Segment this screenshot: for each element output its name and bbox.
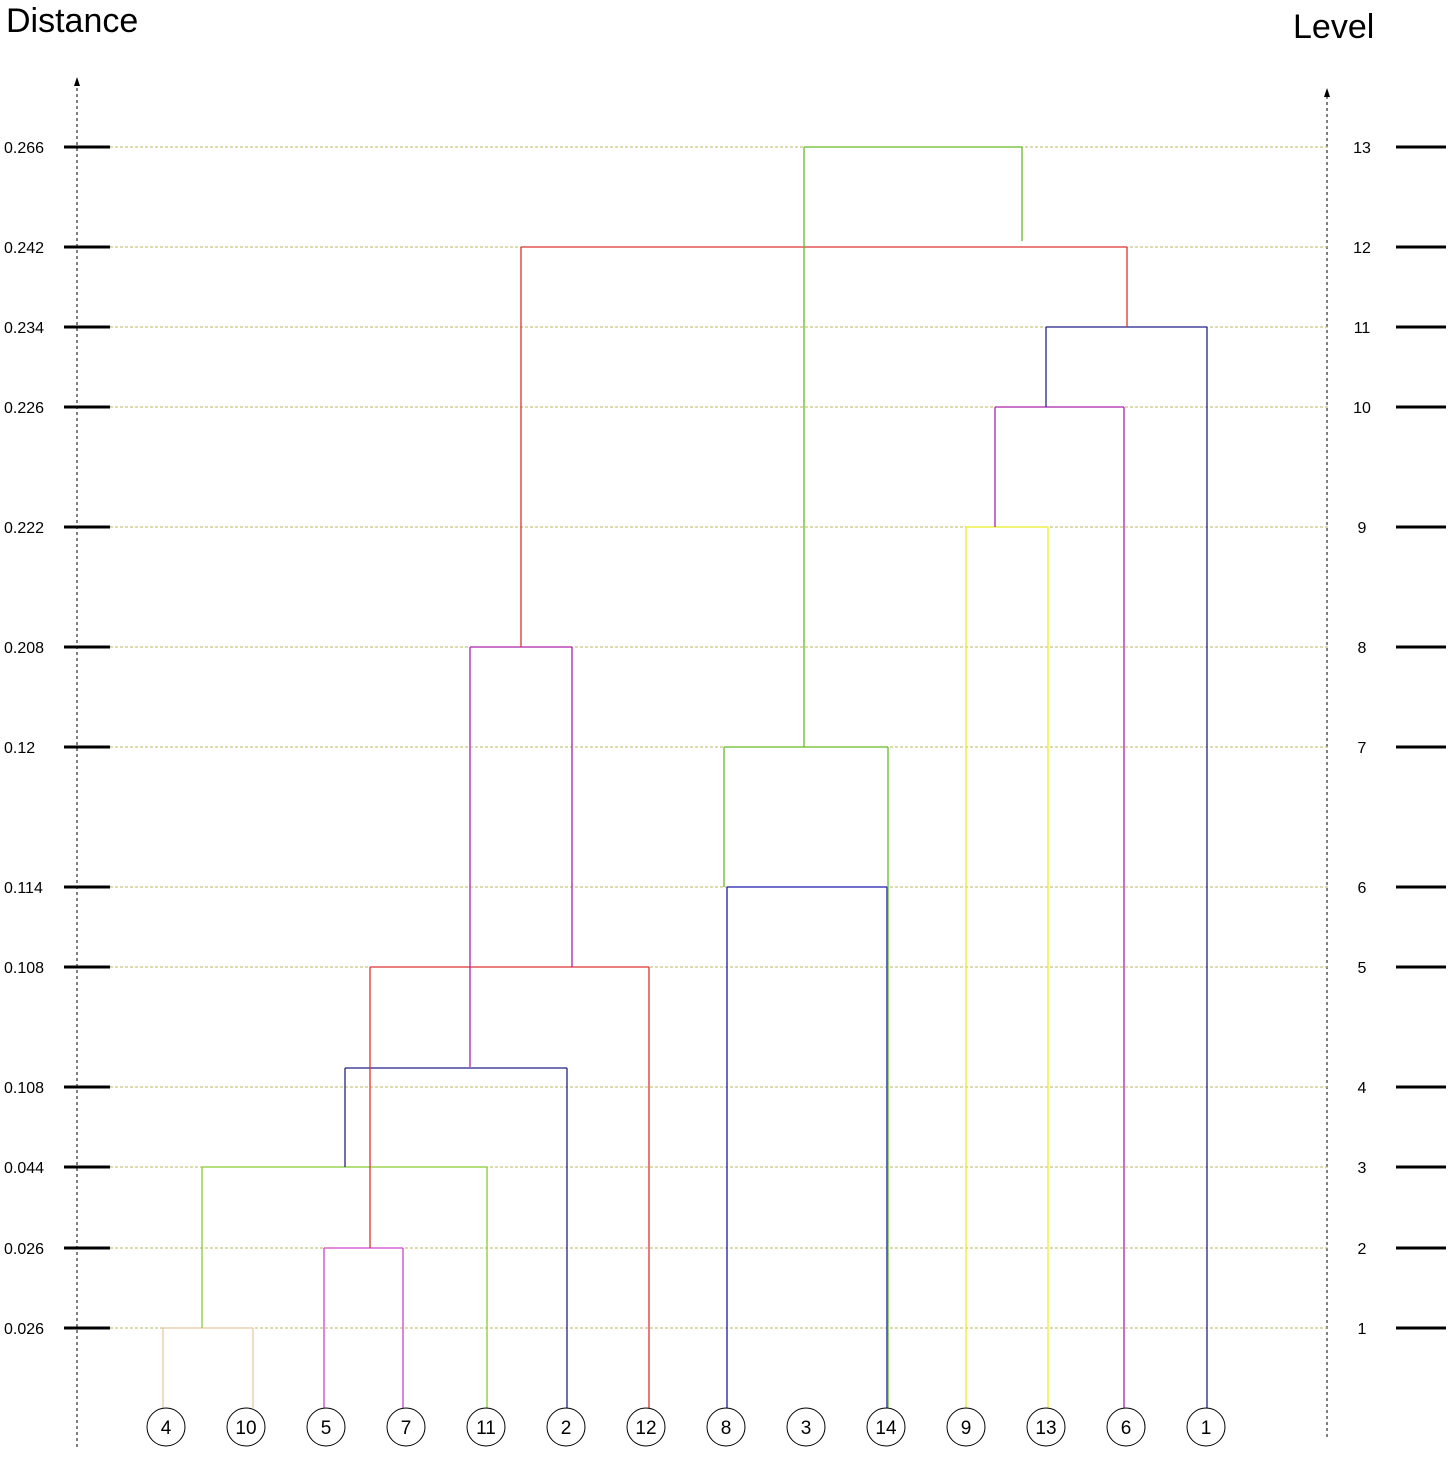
level-tick-label: 5 <box>1358 960 1367 977</box>
leaf-node-6 <box>1106 1407 1146 1447</box>
leaf-node-14 <box>866 1407 906 1447</box>
distance-tick-label: 0.044 <box>4 1160 44 1177</box>
leaf-node-11 <box>466 1407 506 1447</box>
level-axis-title: Level <box>1293 8 1375 46</box>
level-tick-label: 3 <box>1358 1160 1367 1177</box>
level-tick-label: 11 <box>1354 320 1371 337</box>
distance-tick-label: 0.222 <box>4 520 44 537</box>
leaf-label-10: 10 <box>235 1418 256 1439</box>
distance-tick-label: 0.208 <box>4 640 44 657</box>
dendrogram-links <box>162 146 1208 1408</box>
merge-level-5 <box>369 966 650 1408</box>
level-tick-label: 13 <box>1353 140 1371 157</box>
leaf-node-12 <box>626 1407 666 1447</box>
leaf-label-6: 6 <box>1121 1418 1132 1439</box>
level-tick-label: 2 <box>1358 1241 1367 1258</box>
distance-tick-label: 0.108 <box>4 1080 44 1097</box>
merge-level-6 <box>726 886 888 1408</box>
level-tick-label: 4 <box>1358 1080 1367 1097</box>
gridlines <box>110 146 1330 1329</box>
merge-level-8 <box>469 646 573 1067</box>
leaf-label-7: 7 <box>401 1418 412 1439</box>
distance-tick-label: 0.026 <box>4 1321 44 1338</box>
distance-tick-label: 0.12 <box>4 740 35 757</box>
leaf-label-9: 9 <box>961 1418 972 1439</box>
leaf-node-4 <box>146 1407 186 1447</box>
leaf-label-13: 13 <box>1035 1418 1056 1439</box>
leaf-label-4: 4 <box>161 1418 172 1439</box>
leaf-label-5: 5 <box>321 1418 332 1439</box>
leaf-node-3 <box>786 1407 826 1447</box>
level-tick-label: 12 <box>1353 240 1371 257</box>
distance-tick-label: 0.242 <box>4 240 44 257</box>
leaf-node-1 <box>1186 1407 1226 1447</box>
leaf-node-10 <box>226 1407 266 1447</box>
merge-level-13 <box>803 146 1023 747</box>
distance-tick-label: 0.114 <box>4 880 43 897</box>
merge-level-10 <box>994 406 1125 1408</box>
merge-level-12 <box>520 246 1128 647</box>
distance-tick-label: 0.234 <box>4 320 44 337</box>
leaf-label-12: 12 <box>635 1418 656 1439</box>
leaf-label-11: 11 <box>476 1418 496 1439</box>
merge-level-3 <box>201 1166 488 1408</box>
distance-axis-arrow <box>74 77 80 86</box>
leaf-node-7 <box>386 1407 426 1447</box>
level-tick-label: 10 <box>1353 400 1371 417</box>
merge-level-7 <box>723 746 889 1408</box>
leaf-label-14: 14 <box>875 1418 897 1439</box>
leaf-label-8: 8 <box>721 1418 732 1439</box>
distance-tick-label: 0.026 <box>4 1241 44 1258</box>
leaf-label-1: 1 <box>1201 1418 1212 1439</box>
merge-level-2 <box>323 1247 404 1408</box>
level-tick-label: 8 <box>1358 640 1367 657</box>
distance-tick-label: 0.108 <box>4 960 44 977</box>
distance-axis-title: Distance <box>6 2 139 40</box>
leaf-node-2 <box>546 1407 586 1447</box>
axis-ticks: 0.026 1 0.026 2 0.044 3 0.108 4 0.108 5 0.114 6 0.12… <box>4 140 1446 1338</box>
leaf-node-5 <box>306 1407 346 1447</box>
level-tick-label: 6 <box>1358 880 1367 897</box>
level-tick-label: 7 <box>1358 740 1367 757</box>
level-tick-label: 1 <box>1358 1321 1367 1338</box>
leaf-nodes: 4 10 5 7 11 2 12 8 3 14 9 13 6 1 <box>146 1407 1226 1447</box>
level-tick-label: 9 <box>1358 520 1367 537</box>
distance-tick-label: 0.226 <box>4 400 44 417</box>
leaf-node-9 <box>946 1407 986 1447</box>
merge-level-1 <box>162 1327 254 1408</box>
leaf-label-3: 3 <box>801 1418 812 1439</box>
level-axis-arrow <box>1324 88 1330 97</box>
merge-level-11 <box>1045 326 1208 1408</box>
leaf-label-2: 2 <box>561 1418 572 1439</box>
leaf-node-13 <box>1026 1407 1066 1447</box>
merge-level-4 <box>344 1067 568 1408</box>
merge-level-9 <box>965 526 1049 1408</box>
distance-tick-label: 0.266 <box>4 140 44 157</box>
leaf-node-8 <box>706 1407 746 1447</box>
